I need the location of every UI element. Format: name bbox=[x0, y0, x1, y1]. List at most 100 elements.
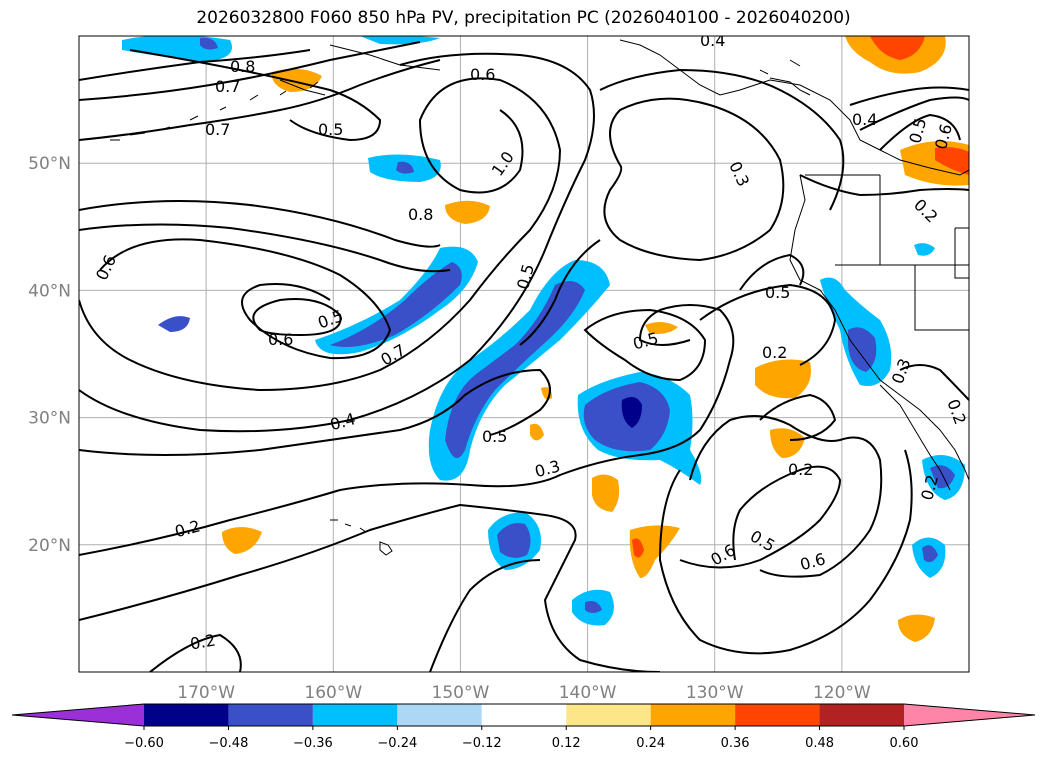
coastline bbox=[759, 59, 811, 96]
contour-label: 0.2 bbox=[788, 460, 813, 479]
contour-line bbox=[99, 238, 392, 360]
contour-line bbox=[689, 415, 883, 578]
contour-label: 0.4 bbox=[700, 31, 725, 50]
precip-blob bbox=[530, 423, 544, 441]
contour-label: 0.7 bbox=[205, 120, 230, 139]
precip-blob bbox=[396, 161, 414, 174]
contour-line bbox=[429, 559, 541, 672]
precip-blob bbox=[645, 321, 678, 335]
precip-blob bbox=[930, 465, 955, 489]
lon-tick-label: 170°W bbox=[177, 683, 235, 703]
contour-line bbox=[603, 97, 785, 262]
contour-label: 0.5 bbox=[318, 120, 343, 139]
contour-label: 0.2 bbox=[189, 630, 217, 653]
lat-tick-label: 50°N bbox=[28, 154, 71, 174]
lon-tick-label: 130°W bbox=[686, 683, 744, 703]
contour-line bbox=[519, 239, 601, 346]
contour-line bbox=[849, 86, 969, 106]
lat-tick-label: 20°N bbox=[28, 536, 71, 556]
contour-line bbox=[879, 113, 961, 151]
contour-line bbox=[79, 59, 441, 141]
contour-line bbox=[79, 52, 595, 433]
colorbar-swatch bbox=[566, 704, 651, 726]
precip-blob bbox=[592, 474, 620, 512]
colorbar-extend-max bbox=[904, 704, 1035, 726]
contour-label: 0.8 bbox=[408, 205, 433, 224]
lon-tick-label: 120°W bbox=[813, 683, 871, 703]
precip-blob bbox=[158, 316, 190, 332]
precip-blob bbox=[898, 614, 935, 642]
colorbar-swatch bbox=[819, 704, 904, 726]
lon-tick-label: 150°W bbox=[432, 683, 490, 703]
precip-blob bbox=[330, 262, 462, 348]
precip-blob bbox=[585, 601, 602, 613]
precip-blob bbox=[922, 545, 938, 563]
coastline bbox=[789, 174, 969, 481]
contour-line bbox=[129, 49, 382, 142]
colorbar-swatch bbox=[735, 704, 820, 726]
contour-line bbox=[759, 393, 837, 441]
contour-line bbox=[699, 283, 837, 366]
colorbar-swatch bbox=[144, 704, 229, 726]
colorbar-swatch bbox=[481, 704, 567, 726]
precip-blob bbox=[755, 359, 811, 399]
contour-line bbox=[252, 298, 342, 337]
colorbar-tick-label: −0.48 bbox=[209, 736, 249, 751]
contour-line bbox=[79, 223, 451, 273]
colorbar-swatch bbox=[650, 704, 736, 726]
precip-blob bbox=[914, 243, 935, 256]
contour-line bbox=[79, 200, 441, 248]
precip-blob bbox=[870, 36, 925, 60]
precip-blob bbox=[770, 428, 805, 458]
precip-blob bbox=[445, 200, 490, 224]
precip-blob bbox=[445, 281, 585, 458]
graticule bbox=[79, 36, 969, 672]
precip-blob bbox=[629, 525, 680, 578]
contour-line bbox=[859, 96, 969, 131]
coastline bbox=[379, 541, 393, 556]
lon-tick-label: 160°W bbox=[304, 683, 362, 703]
contour-line bbox=[599, 68, 845, 211]
colorbar-tick-label: 0.12 bbox=[552, 736, 581, 751]
colorbar-tick-label: 0.48 bbox=[805, 736, 834, 751]
map-frame bbox=[78, 35, 970, 673]
colorbar-swatch bbox=[228, 704, 313, 726]
lat-tick-label: 40°N bbox=[28, 281, 71, 301]
contour-line bbox=[739, 253, 805, 291]
precip-blob bbox=[271, 68, 322, 92]
colorbar-swatch bbox=[397, 704, 482, 726]
colorbar: −0.60 −0.48 −0.36 −0.24 −0.12 0.12 0.24 0.36 0.4… bbox=[11, 703, 1036, 751]
colorbar-tick-label: −0.24 bbox=[377, 736, 417, 751]
contour-line bbox=[79, 304, 735, 556]
colorbar-tick-label: −0.36 bbox=[293, 736, 333, 751]
precip-blob bbox=[935, 147, 969, 175]
precip-blob bbox=[222, 527, 262, 554]
contour-line bbox=[679, 465, 842, 569]
colorbar-tick-label: −0.60 bbox=[124, 736, 164, 751]
precip-blob bbox=[632, 538, 644, 558]
chart-title: 2026032800 F060 850 hPa PV, precipitatio… bbox=[196, 8, 851, 28]
contour-label: 0.5 bbox=[482, 427, 507, 446]
precip-blob bbox=[497, 523, 531, 558]
colorbar-tick-label: 0.60 bbox=[890, 736, 919, 751]
colorbar-tick-label: 0.36 bbox=[721, 736, 750, 751]
coastline bbox=[879, 384, 951, 491]
contour-label: 0.8 bbox=[230, 57, 255, 76]
coastline bbox=[279, 44, 441, 96]
contour-line bbox=[79, 368, 551, 456]
contour-line bbox=[79, 77, 562, 392]
precip-blob bbox=[200, 37, 218, 50]
pv-contours bbox=[79, 41, 969, 672]
contour-label: 0.5 bbox=[765, 283, 790, 302]
contour-line bbox=[899, 364, 969, 401]
contour-line bbox=[79, 503, 661, 672]
colorbar-swatch bbox=[312, 704, 398, 726]
colorbar-tick-label: 0.24 bbox=[636, 736, 665, 751]
contour-line bbox=[79, 41, 421, 101]
coastline bbox=[619, 39, 969, 176]
contour-label: 0.6 bbox=[268, 330, 293, 349]
contour-label: 0.2 bbox=[762, 343, 787, 362]
contour-label: 0.6 bbox=[470, 65, 495, 84]
colorbar-tick-label: −0.12 bbox=[462, 736, 502, 751]
